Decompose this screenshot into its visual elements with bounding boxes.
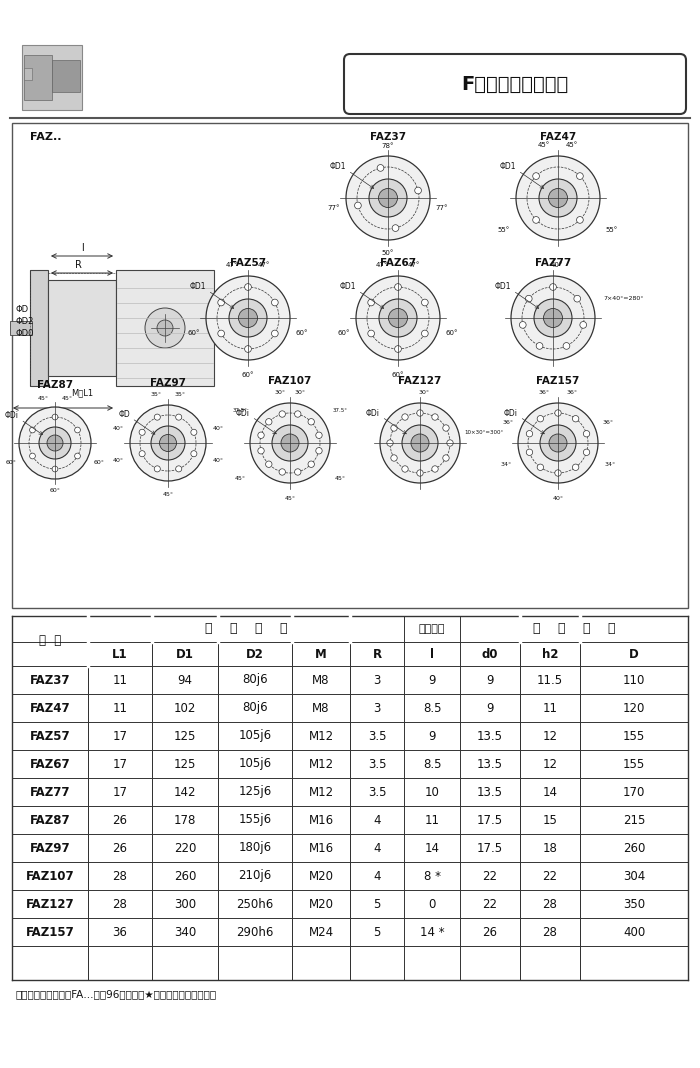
Text: 300: 300 — [174, 897, 196, 911]
Text: 110: 110 — [623, 674, 645, 687]
Circle shape — [151, 426, 185, 460]
Text: 8.5: 8.5 — [423, 757, 441, 770]
Text: 28: 28 — [113, 869, 127, 882]
Text: M16: M16 — [309, 842, 334, 854]
Text: FAZ127: FAZ127 — [26, 897, 74, 911]
Text: FAZ107: FAZ107 — [26, 869, 74, 882]
Text: 40°: 40° — [552, 496, 564, 501]
Text: 34°: 34° — [604, 462, 615, 468]
Text: 14 *: 14 * — [420, 926, 444, 939]
Text: D1: D1 — [176, 647, 194, 660]
Circle shape — [391, 425, 397, 431]
Text: 3: 3 — [373, 674, 381, 687]
Circle shape — [574, 296, 580, 302]
Text: 60°: 60° — [241, 372, 254, 378]
Text: FAZ97: FAZ97 — [150, 378, 186, 388]
Circle shape — [577, 173, 583, 179]
Text: M24: M24 — [309, 926, 334, 939]
Text: 9: 9 — [486, 674, 493, 687]
Circle shape — [526, 430, 533, 437]
Circle shape — [537, 465, 544, 471]
Text: 17.5: 17.5 — [477, 814, 503, 827]
Text: 40°: 40° — [213, 425, 223, 430]
Text: 55°: 55° — [498, 227, 510, 233]
Text: 60°: 60° — [94, 460, 104, 466]
Circle shape — [392, 224, 399, 232]
Text: 125: 125 — [174, 729, 196, 742]
Circle shape — [395, 346, 401, 352]
Text: h2: h2 — [542, 647, 559, 660]
Text: FAZ77: FAZ77 — [535, 258, 571, 268]
Text: 26: 26 — [113, 842, 127, 854]
Text: 9: 9 — [428, 729, 435, 742]
Circle shape — [154, 466, 160, 472]
Circle shape — [432, 413, 438, 420]
Text: 45°: 45° — [566, 142, 578, 148]
Text: 102: 102 — [174, 702, 196, 714]
Text: M8: M8 — [312, 702, 330, 714]
Circle shape — [550, 284, 556, 290]
Text: FAZ57: FAZ57 — [230, 258, 266, 268]
Text: M: M — [315, 647, 327, 660]
Circle shape — [191, 429, 197, 436]
Text: 125: 125 — [174, 757, 196, 770]
Text: 30°: 30° — [295, 390, 305, 394]
Circle shape — [416, 470, 424, 476]
Text: 4: 4 — [373, 814, 381, 827]
Text: 18: 18 — [542, 842, 557, 854]
Text: 17.5: 17.5 — [477, 842, 503, 854]
Circle shape — [555, 470, 561, 476]
Text: h₂: h₂ — [58, 413, 68, 423]
Text: 215: 215 — [623, 814, 645, 827]
Text: 178: 178 — [174, 814, 196, 827]
Circle shape — [145, 308, 185, 348]
Circle shape — [387, 440, 393, 446]
Circle shape — [519, 321, 526, 328]
Text: M20: M20 — [309, 897, 333, 911]
Text: 7×40°=280°: 7×40°=280° — [603, 296, 643, 300]
Circle shape — [573, 465, 579, 471]
FancyBboxPatch shape — [344, 54, 686, 114]
Text: 14: 14 — [542, 785, 557, 799]
Text: 安    装    尺    寸: 安 装 尺 寸 — [204, 623, 287, 635]
Circle shape — [443, 425, 449, 431]
Text: D2: D2 — [246, 647, 264, 660]
Text: 94: 94 — [178, 674, 193, 687]
Circle shape — [389, 309, 407, 328]
Circle shape — [543, 309, 563, 328]
Circle shape — [368, 299, 374, 305]
Text: ΦDi: ΦDi — [504, 408, 518, 418]
Text: 45°: 45° — [538, 142, 550, 148]
Text: FAZ87: FAZ87 — [37, 380, 73, 390]
Text: 13.5: 13.5 — [477, 785, 503, 799]
Text: FAZ67: FAZ67 — [380, 258, 416, 268]
Circle shape — [281, 434, 299, 452]
Text: 60°: 60° — [6, 460, 16, 466]
Text: ΦD2: ΦD2 — [16, 317, 34, 327]
Text: D: D — [629, 647, 639, 660]
Circle shape — [75, 453, 80, 459]
Circle shape — [526, 449, 533, 455]
Text: 22: 22 — [482, 897, 498, 911]
Text: 4: 4 — [373, 869, 381, 882]
Circle shape — [402, 413, 408, 420]
Circle shape — [379, 299, 417, 337]
Text: 60°: 60° — [337, 330, 350, 336]
Text: 15: 15 — [542, 814, 557, 827]
Text: 400: 400 — [623, 926, 645, 939]
Text: 30°: 30° — [419, 390, 430, 394]
Text: 77°: 77° — [435, 205, 448, 211]
Text: 36°: 36° — [503, 421, 514, 425]
Circle shape — [160, 435, 176, 452]
Circle shape — [239, 309, 258, 328]
Circle shape — [258, 447, 264, 454]
Text: 14: 14 — [424, 842, 440, 854]
Text: 13.5: 13.5 — [477, 729, 503, 742]
Text: FAZ67: FAZ67 — [29, 757, 70, 770]
FancyBboxPatch shape — [12, 123, 688, 608]
Text: 105j6: 105j6 — [239, 729, 272, 742]
Circle shape — [75, 427, 80, 433]
Text: 120: 120 — [623, 702, 645, 714]
Circle shape — [346, 156, 430, 240]
